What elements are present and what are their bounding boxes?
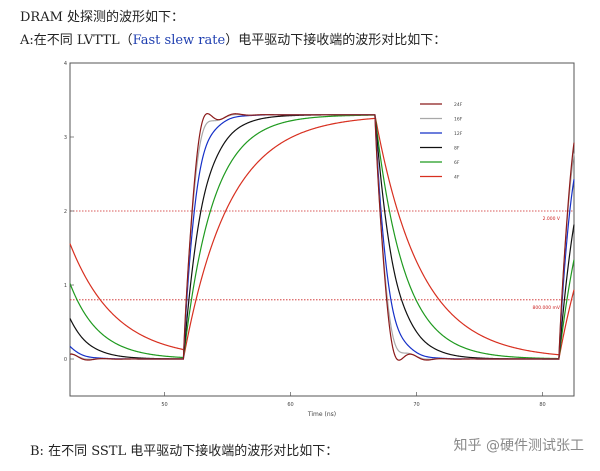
subheading: A:在不同 LVTTL（Fast slew rate）电平驱动下接收端的波形对比… (20, 29, 446, 48)
subheading-suffix: ）电平驱动下接收端的波形对比如下： (225, 33, 447, 48)
y-tick-label-0: 0 (64, 357, 67, 363)
watermark: 知乎 @硬件测试张工 (453, 438, 584, 454)
series-line-6F (69, 114, 575, 360)
series-line-24F (69, 113, 575, 361)
legend-label-16F: 16F (454, 117, 463, 123)
x-tick-label-3: 80 (539, 402, 545, 408)
y-tick-label-2: 2 (64, 209, 67, 215)
legend: 24F 16F 12F 8F 6F 4F (420, 102, 463, 181)
x-tick-label-0: 50 (161, 402, 167, 408)
subheading-prefix: A:在不同 LVTTL（ (20, 33, 133, 48)
footer-text: B: 在不同 SSTL 电平驱动下接收端的波形对比如下： (30, 444, 339, 459)
legend-label-6F: 6F (454, 160, 460, 166)
legend-label-24F: 24F (454, 102, 463, 108)
y-tick-label-4: 4 (64, 61, 67, 67)
subheading-highlight: Fast slew rate (132, 33, 226, 48)
reference-lines: 2.000 V 800.000 mV (70, 210, 574, 311)
x-tick-label-1: 60 (287, 402, 293, 408)
series-line-4F (69, 117, 575, 358)
reference-label-1: 800.000 mV (532, 305, 560, 311)
y-tick-label-3: 3 (64, 135, 67, 141)
legend-label-12F: 12F (454, 131, 463, 137)
y-tick-label-1: 1 (64, 283, 67, 289)
plot-frame (69, 62, 575, 397)
axis-ticks: 50 60 70 80 0 1 2 3 4 (64, 61, 546, 408)
x-axis-label: Time (ns) (307, 411, 336, 418)
legend-label-4F: 4F (454, 175, 460, 181)
x-tick-label-2: 70 (413, 402, 419, 408)
legend-label-8F: 8F (454, 146, 460, 152)
heading: DRAM 处探测的波形如下： (20, 10, 185, 25)
reference-label-0: 2.000 V (543, 216, 561, 222)
waveform-series (69, 113, 575, 361)
